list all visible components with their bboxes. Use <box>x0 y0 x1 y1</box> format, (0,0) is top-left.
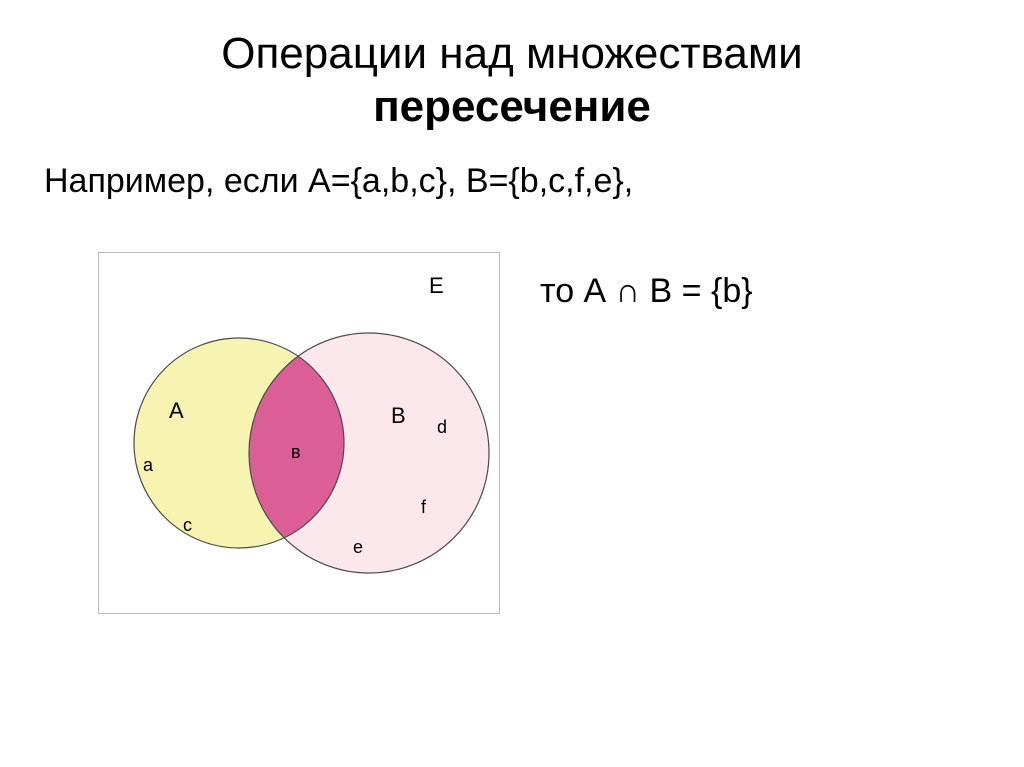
label-element-a: a <box>143 455 154 475</box>
result-text: то А ∩ В = {b} <box>540 272 753 311</box>
slide-title: Операции над множествами пересечение <box>0 0 1024 134</box>
example-text: Например, если A={a,b,c}, B={b,c,f,e}, <box>0 134 1024 201</box>
label-element-d: d <box>437 417 447 437</box>
title-line-1: Операции над множествами <box>0 28 1024 81</box>
venn-diagram: E A B a c в d f e <box>98 252 500 614</box>
label-element-c: c <box>183 515 192 535</box>
slide: Операции над множествами пересечение Нап… <box>0 0 1024 767</box>
venn-svg: E A B a c в d f e <box>99 253 499 613</box>
label-universe: E <box>429 273 444 298</box>
title-line-2: пересечение <box>0 81 1024 134</box>
label-element-b-center: в <box>291 442 301 462</box>
label-set-b: B <box>391 403 406 428</box>
label-set-a: A <box>169 398 184 423</box>
label-element-e: e <box>353 537 363 557</box>
